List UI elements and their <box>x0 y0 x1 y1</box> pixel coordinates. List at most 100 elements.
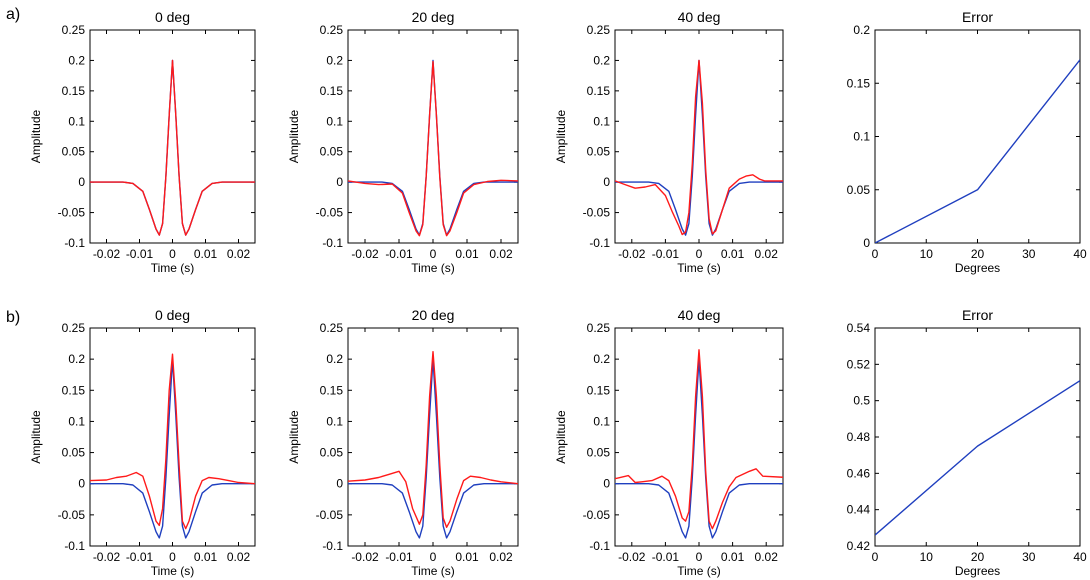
plot-area <box>90 59 255 236</box>
y-tick-label: -0.1 <box>322 236 343 250</box>
x-tick-label: -0.01 <box>126 550 154 564</box>
y-tick-label: 0.1 <box>326 414 343 428</box>
y-tick-label: 0.2 <box>853 23 870 37</box>
y-axis-label: Amplitude <box>29 110 43 164</box>
x-tick-label: 0.02 <box>489 550 513 564</box>
y-tick-label: 0.5 <box>853 394 870 408</box>
panel-a-4: 0 10 20 30 40 0 0.05 0.1 0.15 0.2 Error Degrees <box>847 9 1087 275</box>
x-axis-label: Time (s) <box>677 261 721 275</box>
panel-title: 0 deg <box>155 9 190 25</box>
x-tick-label: 0.02 <box>227 247 251 261</box>
y-tick-label: 0.15 <box>320 84 344 98</box>
panel-title: Error <box>962 9 993 25</box>
y-tick-label: -0.05 <box>316 206 344 220</box>
x-tick-label: -0.01 <box>385 247 413 261</box>
plot-area <box>875 59 1080 243</box>
y-tick-label: 0.2 <box>68 352 85 366</box>
y-tick-label: 0.05 <box>587 446 611 460</box>
plot-area <box>615 59 783 236</box>
y-axis-label: Amplitude <box>554 110 568 164</box>
y-tick-label: 0.1 <box>68 114 85 128</box>
panel-a-3: -0.02 -0.01 0 0.01 0.02 -0.1 -0.05 0 0.05 0.1 0.15… <box>554 9 784 275</box>
y-axis-label: Amplitude <box>554 410 568 464</box>
y-tick-label: 0.52 <box>847 357 871 371</box>
x-tick-label: 0 <box>696 550 703 564</box>
y-tick-label: 0.15 <box>587 84 611 98</box>
y-tick-label: 0.25 <box>320 321 344 335</box>
x-tick-label: 0.01 <box>194 247 218 261</box>
x-tick-label: -0.02 <box>93 550 121 564</box>
y-tick-label: 0.1 <box>593 414 610 428</box>
x-tick-label: 0.01 <box>194 550 218 564</box>
y-tick-label: -0.1 <box>64 539 85 553</box>
x-tick-label: 0.01 <box>455 550 479 564</box>
y-tick-label: 0.15 <box>587 383 611 397</box>
x-tick-label: 0.01 <box>455 247 479 261</box>
y-tick-label: 0 <box>336 175 343 189</box>
x-tick-label: 30 <box>1022 247 1036 261</box>
y-tick-label: 0.46 <box>847 466 871 480</box>
x-axis-label: Time (s) <box>677 564 721 578</box>
panel-title: Error <box>962 307 993 323</box>
reference-line <box>615 59 783 236</box>
x-tick-label: 10 <box>920 550 934 564</box>
y-tick-label: 0 <box>78 175 85 189</box>
axes-box <box>874 327 1081 547</box>
reference-line <box>90 358 255 539</box>
y-tick-label: 0.2 <box>68 53 85 67</box>
panel-b-3: -0.02 -0.01 0 0.01 0.02 -0.1 -0.05 0 0.05 0.1 0.15… <box>554 307 784 578</box>
x-tick-label: -0.01 <box>126 247 154 261</box>
estimate-line <box>348 351 518 528</box>
x-tick-label: 0 <box>430 247 437 261</box>
y-tick-label: 0.1 <box>593 114 610 128</box>
y-tick-label: 0.1 <box>853 130 870 144</box>
x-tick-label: 0.02 <box>227 550 251 564</box>
x-axis-label: Degrees <box>955 261 1000 275</box>
reference-line <box>348 59 518 236</box>
x-tick-label: 0.02 <box>755 550 779 564</box>
y-tick-label: -0.1 <box>322 539 343 553</box>
plot-area <box>348 59 518 237</box>
reference-line <box>615 358 783 539</box>
y-tick-label: -0.05 <box>316 508 344 522</box>
x-tick-label: 40 <box>1073 247 1087 261</box>
y-tick-label: 0.2 <box>326 352 343 366</box>
estimate-line <box>615 59 783 236</box>
estimate-line <box>615 349 783 530</box>
panel-title: 0 deg <box>155 307 190 323</box>
panel-title: 20 deg <box>412 307 455 323</box>
x-tick-label: 30 <box>1022 550 1036 564</box>
panel-title: 20 deg <box>412 9 455 25</box>
x-tick-label: -0.01 <box>652 550 680 564</box>
x-tick-label: 0.02 <box>755 247 779 261</box>
estimate-line <box>90 353 255 530</box>
y-tick-label: 0.42 <box>847 539 871 553</box>
y-tick-label: 0.1 <box>68 414 85 428</box>
row-label-b: b) <box>6 309 20 326</box>
x-tick-label: 40 <box>1073 550 1087 564</box>
y-tick-label: 0 <box>336 477 343 491</box>
plot-area <box>875 380 1080 536</box>
y-tick-label: 0.05 <box>62 446 86 460</box>
y-tick-label: -0.05 <box>58 508 86 522</box>
plot-area <box>90 353 255 539</box>
reference-line <box>348 358 518 539</box>
y-tick-label: 0.15 <box>62 383 86 397</box>
x-tick-label: -0.01 <box>385 550 413 564</box>
panel-a-2: -0.02 -0.01 0 0.01 0.02 -0.1 -0.05 0 0.05 0.1 0.15… <box>287 9 519 275</box>
x-tick-label: 0 <box>872 247 879 261</box>
y-tick-label: 0.54 <box>847 321 871 335</box>
x-tick-label: -0.01 <box>652 247 680 261</box>
y-tick-label: 0.25 <box>587 23 611 37</box>
panel-title: 40 deg <box>678 9 721 25</box>
y-tick-label: 0.25 <box>62 321 86 335</box>
reference-line <box>90 59 255 236</box>
panel-b-4: 0 10 20 30 40 0.42 0.44 0.46 0.48 0.5 0.52 0.54 Erro… <box>847 307 1087 578</box>
x-axis-label: Time (s) <box>151 261 195 275</box>
y-axis-label: Amplitude <box>287 110 301 164</box>
y-tick-label: 0.2 <box>326 53 343 67</box>
y-axis-label: Amplitude <box>287 410 301 464</box>
y-axis-label: Amplitude <box>29 410 43 464</box>
row-label-a: a) <box>6 6 20 23</box>
